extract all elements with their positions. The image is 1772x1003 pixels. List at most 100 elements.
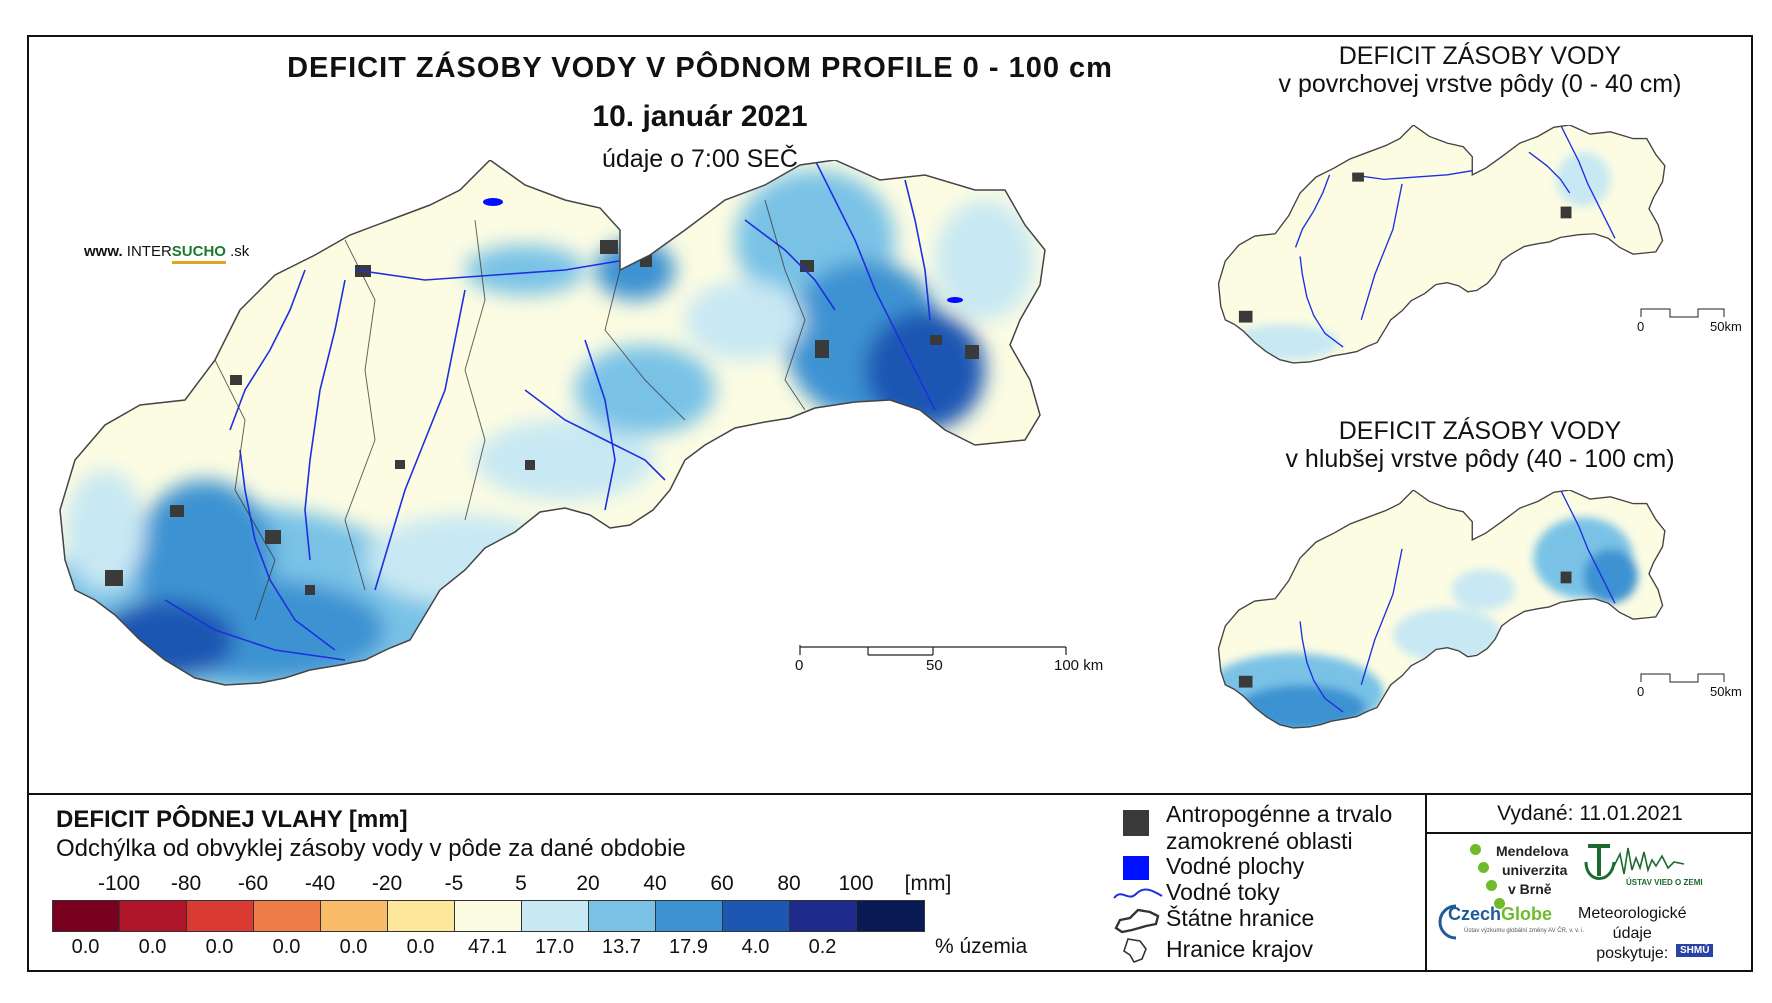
legend-color-bins	[52, 900, 925, 932]
legend-water-label: Vodné plochy	[1166, 853, 1305, 879]
legend-color-bin	[857, 901, 924, 931]
legend-break: 100	[838, 872, 874, 895]
legend-color-bin	[254, 901, 321, 931]
region-border-icon	[1123, 938, 1147, 963]
legend-color-bin	[723, 901, 790, 931]
legend-percent: 0.0	[339, 936, 368, 958]
legend-break: -80	[170, 872, 202, 895]
legend-color-bin	[656, 901, 723, 931]
main-map	[45, 159, 1185, 805]
legend-region-border-label: Hranice krajov	[1166, 936, 1313, 962]
meteo-provider-text: Meteorologické údaje poskytuje:	[1578, 904, 1687, 964]
side-map-bottom-title: DEFICIT ZÁSOBY VODY v hlubšej vrstve pôd…	[1210, 417, 1750, 473]
side-map-bottom-line2: v hlubšej vrstve pôdy (40 - 100 cm)	[1285, 445, 1675, 473]
map-date: 10. január 2021	[592, 100, 808, 133]
legend-color-bin	[589, 901, 656, 931]
legend-break: -100	[97, 872, 141, 895]
legend-title: DEFICIT PÔDNEJ VLAHY [mm]	[56, 806, 408, 833]
legend-color-bin	[388, 901, 455, 931]
czechglobe-b: Globe	[1501, 904, 1553, 924]
issued-date: Vydané: 11.01.2021	[1497, 802, 1683, 825]
side-map-bottom	[1210, 489, 1730, 785]
legend-color-bin	[790, 901, 857, 931]
legend-urban-line2: zamokrené oblasti	[1166, 828, 1353, 854]
mendel-line1: Mendelova	[1496, 843, 1569, 859]
top-scalebar-ticks	[1640, 308, 1725, 318]
legend-color-bin	[120, 901, 187, 931]
main-scalebar: 0 50 100 km	[795, 643, 1103, 674]
mendel-line2: univerzita	[1502, 862, 1568, 878]
legend-percent: 0.0	[406, 936, 435, 958]
state-border-icon	[1114, 908, 1160, 934]
website-link[interactable]: www. INTERSUCHO .sk	[84, 243, 250, 264]
website-accent: SUCHO	[171, 243, 226, 264]
legend-break: -20	[371, 872, 403, 895]
legend-color-bin	[187, 901, 254, 931]
main-map-svg	[59, 159, 1046, 686]
legend-panel	[27, 793, 1753, 972]
river-line-icon	[1113, 888, 1163, 899]
legend-break: -60	[237, 872, 269, 895]
logos-area: Mendelova univerzita v Brně CzechGlobe Ú…	[1430, 836, 1753, 972]
map-time: údaje o 7:00 SEČ	[602, 145, 798, 173]
legend-percent: 0.2	[808, 936, 837, 958]
website-suffix: .sk	[230, 243, 250, 260]
top-scalebar: 0 50km	[1637, 307, 1742, 334]
czechglobe-sub: Ústav výzkumu globální změny AV ČR, v. v…	[1464, 928, 1585, 934]
bottom-scalebar: 0 50km	[1637, 672, 1742, 699]
legend-percent: 17.9	[669, 936, 708, 958]
side-map-top	[1210, 124, 1730, 420]
legend-percent: 0.0	[71, 936, 100, 958]
meteo-line1: Meteorologické	[1578, 905, 1687, 922]
legend-percent: 4.0	[741, 936, 770, 958]
czechglobe-arc-icon	[1438, 904, 1457, 940]
meteo-line2: údaje	[1612, 925, 1652, 942]
bottom-scale-0: 0	[1637, 684, 1645, 699]
legend-unit-mm: [mm]	[904, 872, 952, 895]
legend-break: -40	[304, 872, 336, 895]
legend-break: 5	[515, 872, 527, 895]
legend-percent: 0.0	[138, 936, 167, 958]
legend-percent: 17.0	[535, 936, 574, 958]
czechglobe-a: Czech	[1448, 904, 1502, 924]
legend-urban-line1: Antropogénne a trvalo	[1166, 801, 1393, 827]
side-map-bottom-svg	[1217, 489, 1666, 729]
figure-frame	[27, 35, 1753, 972]
legend-break: 20	[576, 872, 600, 895]
side-map-bottom-line1: DEFICIT ZÁSOBY VODY	[1338, 417, 1622, 445]
bottom-scale-50: 50km	[1710, 684, 1742, 699]
bottom-scalebar-ticks	[1640, 673, 1725, 683]
side-map-top-line1: DEFICIT ZÁSOBY VODY	[1338, 42, 1622, 70]
meteo-line3: poskytuje:	[1596, 945, 1669, 962]
legend-color-bin	[455, 901, 522, 931]
website-brand: INTER	[126, 243, 172, 260]
main-scale-0: 0	[795, 657, 804, 674]
shmu-logo: SHMÚ	[1676, 944, 1714, 957]
issued-divider	[1425, 832, 1753, 834]
legend-percent: 47.1	[468, 936, 507, 958]
legend-color-bin	[53, 901, 120, 931]
legend-breaks: -100 -80 -60 -40 -20 -5 5 20 40 60 80 10…	[52, 872, 952, 896]
legend-color-bin	[522, 901, 589, 931]
legend-break: 40	[643, 872, 667, 895]
legend-break: 60	[710, 872, 734, 895]
water-swatch-icon	[1123, 856, 1149, 880]
legend-percent-unit: % územia	[935, 935, 1028, 958]
uvz-label: ÚSTAV VIED O ZEMI	[1626, 878, 1703, 887]
legend-percent: 0.0	[272, 936, 301, 958]
side-map-top-line2: v povrchovej vrstve pôdy (0 - 40 cm)	[1278, 70, 1682, 98]
legend-percent: 0.0	[205, 936, 234, 958]
seismograph-icon	[1584, 844, 1685, 880]
legend-divider	[1425, 793, 1427, 972]
main-scale-50: 50	[926, 657, 943, 674]
mendel-line3: v Brně	[1508, 881, 1552, 897]
legend-break: -5	[444, 872, 464, 895]
map-title: DEFICIT ZÁSOBY VODY V PÔDNOM PROFILE 0 -…	[287, 52, 1113, 84]
website-prefix: www.	[84, 243, 123, 260]
top-scale-0: 0	[1637, 319, 1645, 334]
main-scalebar-ticks	[799, 645, 1067, 656]
top-scale-50: 50km	[1710, 319, 1742, 334]
legend-percent: 13.7	[602, 936, 641, 958]
side-map-top-title: DEFICIT ZÁSOBY VODY v povrchovej vrstve …	[1210, 42, 1750, 98]
legend-subtitle: Odchýlka od obvyklej zásoby vody v pôde …	[56, 835, 686, 862]
